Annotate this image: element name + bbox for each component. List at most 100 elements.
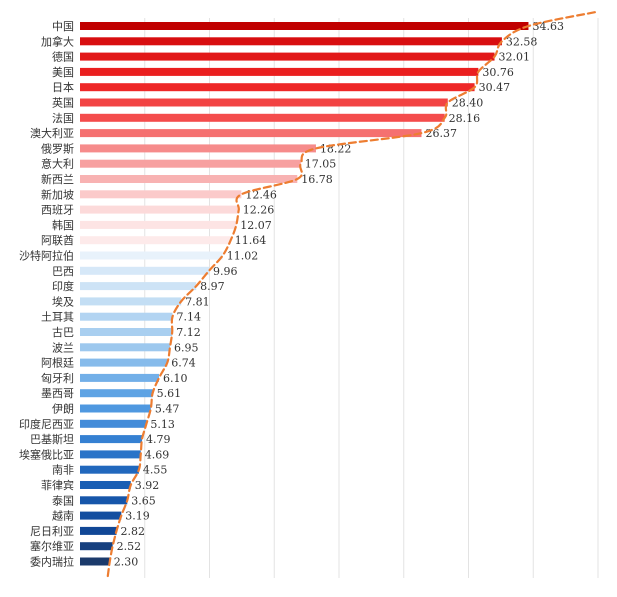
category-label: 委内瑞拉 (30, 555, 74, 569)
bar-series (80, 22, 529, 566)
bar (80, 266, 209, 275)
bar (80, 282, 197, 291)
bar (80, 297, 182, 306)
value-label: 32.58 (506, 35, 538, 48)
value-label: 7.14 (176, 311, 201, 324)
value-label: 16.78 (301, 173, 333, 186)
value-label: 3.92 (135, 479, 160, 492)
category-label: 古巴 (52, 326, 74, 339)
category-label: 加拿大 (41, 34, 74, 48)
value-label: 5.61 (157, 387, 182, 400)
category-label: 日本 (52, 80, 74, 94)
category-label: 土耳其 (41, 311, 74, 324)
bar (80, 358, 168, 367)
bar (80, 159, 301, 168)
bar (80, 113, 445, 122)
value-labels: 34.6332.5832.0130.7630.4728.4028.1626.37… (114, 20, 564, 569)
category-label: 巴西 (52, 265, 74, 278)
bar (80, 129, 422, 138)
value-label: 28.40 (452, 97, 484, 110)
value-label: 17.05 (305, 158, 337, 171)
value-label: 12.26 (243, 204, 275, 217)
category-label: 德国 (52, 50, 74, 64)
bar (80, 190, 242, 199)
value-label: 12.07 (240, 219, 272, 232)
value-label: 4.55 (143, 464, 168, 477)
category-label: 尼日利亚 (30, 525, 74, 538)
value-label: 26.37 (425, 127, 457, 140)
category-label: 澳大利亚 (30, 126, 74, 140)
value-label: 5.13 (150, 418, 175, 431)
value-label: 18.22 (320, 142, 352, 155)
bar (80, 37, 502, 46)
value-label: 3.19 (125, 510, 150, 523)
bar (80, 98, 448, 107)
value-label: 8.97 (200, 280, 225, 293)
value-label: 4.79 (146, 433, 171, 446)
category-label: 阿联酋 (41, 233, 74, 247)
trendline (106, 10, 598, 578)
gridlines (144, 18, 599, 578)
category-label: 埃及 (52, 294, 74, 308)
category-label: 阿根廷 (41, 356, 74, 370)
category-label: 意大利 (41, 157, 74, 171)
bar (80, 67, 479, 76)
value-label: 7.12 (176, 326, 201, 339)
bar (80, 496, 128, 505)
category-label: 西班牙 (41, 204, 74, 217)
value-label: 30.47 (479, 81, 511, 94)
value-label: 11.02 (227, 250, 258, 263)
category-label: 南非 (52, 464, 74, 477)
bar (80, 373, 159, 382)
category-label: 俄罗斯 (41, 142, 74, 155)
category-label: 波兰 (52, 341, 74, 354)
category-labels: 中国加拿大德国美国日本英国法国澳大利亚俄罗斯意大利新西兰新加坡西班牙韩国阿联酋沙… (19, 20, 74, 569)
category-label: 泰国 (52, 493, 74, 507)
bar (80, 144, 316, 153)
value-label: 11.64 (235, 234, 267, 247)
bar (80, 542, 113, 551)
category-label: 匈牙利 (41, 371, 74, 385)
category-label: 新加坡 (41, 187, 74, 201)
bar (80, 312, 173, 321)
bar (80, 251, 223, 260)
bar (80, 236, 231, 245)
bar (80, 175, 298, 183)
bar (80, 526, 117, 535)
value-label: 2.82 (121, 525, 146, 538)
category-label: 英国 (52, 96, 74, 110)
category-label: 美国 (52, 66, 74, 79)
value-label: 28.16 (449, 112, 481, 125)
bar (80, 511, 122, 520)
value-label: 32.01 (499, 51, 531, 64)
category-label: 菲律宾 (41, 478, 74, 492)
value-label: 2.52 (117, 540, 142, 553)
bar (80, 557, 110, 566)
category-label: 新西兰 (41, 172, 74, 186)
category-label: 墨西哥 (41, 387, 74, 400)
bar (80, 435, 143, 444)
category-label: 塞尔维亚 (30, 539, 74, 553)
value-label: 6.74 (171, 357, 196, 370)
value-label: 4.69 (145, 448, 170, 461)
value-label: 2.30 (114, 556, 139, 569)
value-label: 3.65 (131, 494, 156, 507)
bar (80, 328, 173, 336)
bar (80, 205, 239, 214)
category-label: 印度 (52, 279, 74, 293)
value-label: 12.46 (245, 188, 277, 201)
bar (80, 52, 495, 61)
bar (80, 450, 141, 459)
category-label: 印度尼西亚 (19, 417, 74, 431)
bar (80, 83, 475, 92)
bar (80, 481, 131, 489)
bar (80, 343, 171, 352)
bar (80, 22, 529, 30)
category-label: 中国 (52, 20, 74, 33)
value-label: 9.96 (213, 265, 238, 278)
category-label: 韩国 (52, 218, 74, 232)
category-label: 沙特阿拉伯 (19, 249, 74, 263)
value-label: 6.95 (174, 341, 199, 354)
bar (80, 465, 139, 474)
